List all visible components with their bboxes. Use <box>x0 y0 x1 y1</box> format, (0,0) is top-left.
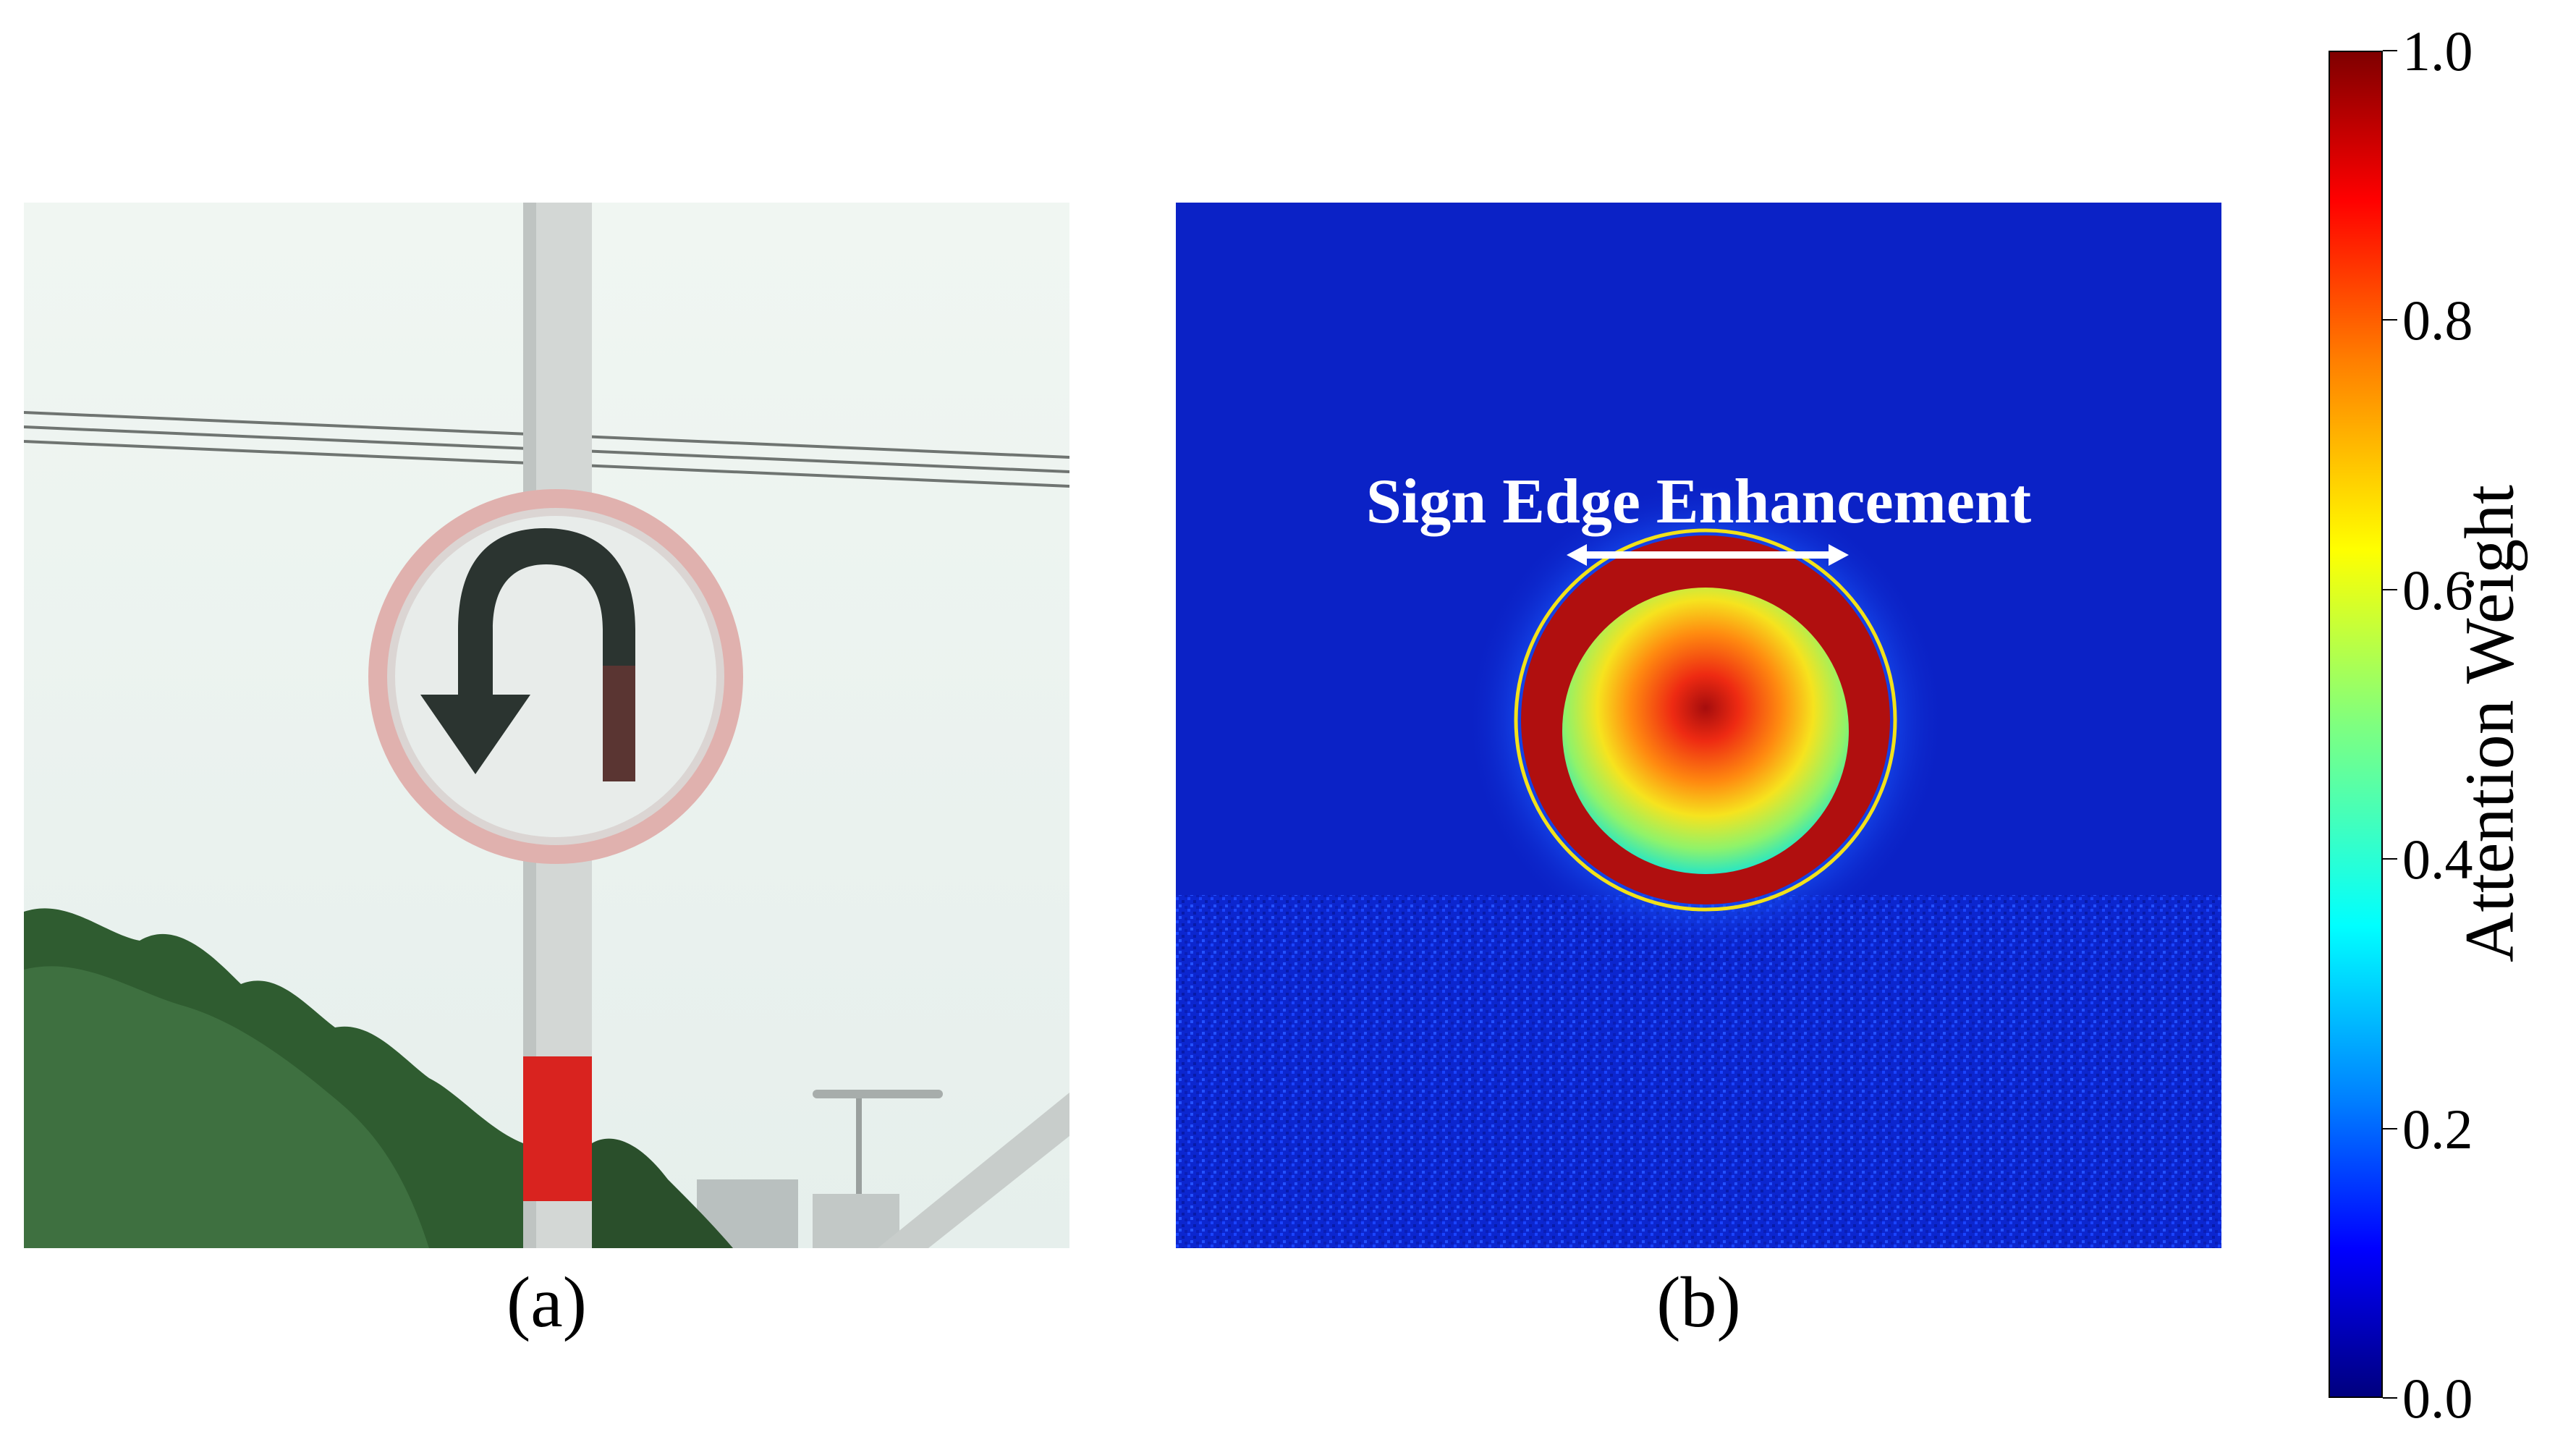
colorbar-tick-label: 0.8 <box>2402 289 2473 352</box>
colorbar-tick-label: 0.6 <box>2402 558 2473 622</box>
attention-heatmap <box>1176 203 2221 1248</box>
pole-red-band <box>523 1056 592 1201</box>
colorbar-tick <box>2383 588 2397 590</box>
u-turn-arrow <box>420 528 635 781</box>
colorbar <box>2329 51 2383 1398</box>
annotation-arrow <box>1567 544 1849 566</box>
colorbar-tick <box>2383 1397 2397 1399</box>
colorbar-label: Attention Weight <box>2450 485 2528 962</box>
colorbar-tick-label: 1.0 <box>2402 20 2473 82</box>
heatmap-panel <box>1176 203 2221 1248</box>
traffic-sign-photo <box>24 203 1069 1248</box>
colorbar-tick-label: 0.4 <box>2402 828 2473 891</box>
colorbar-tick <box>2383 1127 2397 1129</box>
colorbar-tick <box>2383 858 2397 860</box>
colorbar-tick <box>2383 50 2397 51</box>
attention-core <box>1562 588 1849 874</box>
panel-a-caption: (a) <box>507 1262 587 1342</box>
panel-b-caption: (b) <box>1656 1262 1741 1342</box>
annotation-label: Sign Edge Enhancement <box>1365 467 2032 537</box>
colorbar-tick-label: 0.0 <box>2402 1367 2473 1430</box>
colorbar-tick-label: 0.2 <box>2402 1097 2473 1161</box>
photo-panel <box>24 203 1069 1248</box>
colorbar-tick <box>2383 319 2397 321</box>
u-turn-sign <box>368 489 743 864</box>
